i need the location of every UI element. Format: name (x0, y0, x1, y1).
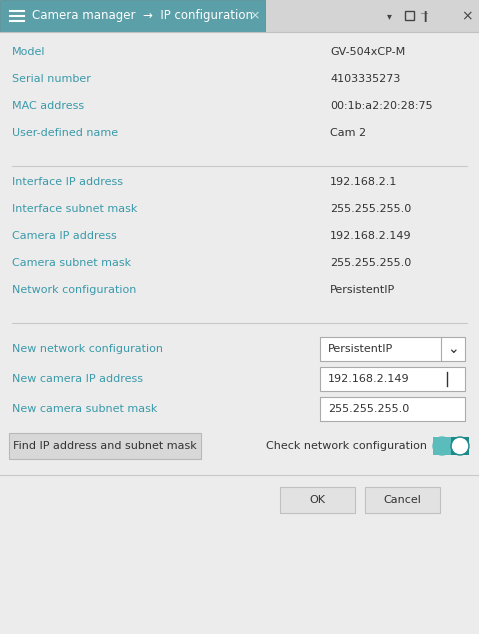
Text: PersistentIP: PersistentIP (328, 344, 393, 354)
Text: Camera subnet mask: Camera subnet mask (12, 258, 131, 268)
Bar (0, 0, 265, 32)
Text: Interface IP address: Interface IP address (12, 177, 123, 187)
Text: MAC address: MAC address (12, 101, 84, 111)
Text: 192.168.2.149: 192.168.2.149 (328, 374, 410, 384)
Bar (9, 433, 201, 459)
Text: PersistentIP: PersistentIP (330, 285, 395, 295)
Text: Check network configuration: Check network configuration (266, 441, 427, 451)
Text: ×: × (461, 9, 473, 23)
Text: ×: × (250, 10, 260, 22)
Text: 4103335273: 4103335273 (330, 74, 400, 84)
Bar (365, 487, 440, 513)
Text: New network configuration: New network configuration (12, 344, 163, 354)
Text: 255.255.255.0: 255.255.255.0 (328, 404, 409, 414)
Text: 192.168.2.149: 192.168.2.149 (330, 231, 411, 241)
Text: User-defined name: User-defined name (12, 128, 118, 138)
Bar (405, 11, 414, 20)
Text: Find IP address and subnet mask: Find IP address and subnet mask (13, 441, 197, 451)
Text: Camera manager  →  IP configuration: Camera manager → IP configuration (32, 10, 253, 22)
Text: New camera subnet mask: New camera subnet mask (12, 404, 158, 414)
Text: OK: OK (309, 495, 326, 505)
Text: ❙: ❙ (420, 11, 430, 22)
Circle shape (433, 437, 451, 455)
Text: 255.255.255.0: 255.255.255.0 (330, 258, 411, 268)
Text: GV-504xCP-M: GV-504xCP-M (330, 47, 405, 57)
Bar (320, 397, 465, 421)
Text: Model: Model (12, 47, 46, 57)
Text: Camera IP address: Camera IP address (12, 231, 117, 241)
Bar (320, 367, 465, 391)
Circle shape (451, 437, 469, 455)
Text: ▾: ▾ (387, 11, 391, 21)
Text: Cam 2: Cam 2 (330, 128, 366, 138)
Text: Network configuration: Network configuration (12, 285, 137, 295)
Text: 255.255.255.0: 255.255.255.0 (330, 204, 411, 214)
Text: Interface subnet mask: Interface subnet mask (12, 204, 137, 214)
Text: ⌄: ⌄ (447, 342, 459, 356)
Text: 00:1b:a2:20:28:75: 00:1b:a2:20:28:75 (330, 101, 433, 111)
FancyBboxPatch shape (451, 437, 469, 455)
Bar (320, 337, 465, 361)
Text: Cancel: Cancel (384, 495, 422, 505)
Text: ―: ― (422, 10, 429, 16)
Circle shape (453, 439, 468, 453)
Text: New camera IP address: New camera IP address (12, 374, 143, 384)
FancyBboxPatch shape (433, 437, 451, 455)
Bar (0, 0, 479, 32)
Bar (280, 487, 355, 513)
Text: 192.168.2.1: 192.168.2.1 (330, 177, 398, 187)
Text: Serial number: Serial number (12, 74, 91, 84)
